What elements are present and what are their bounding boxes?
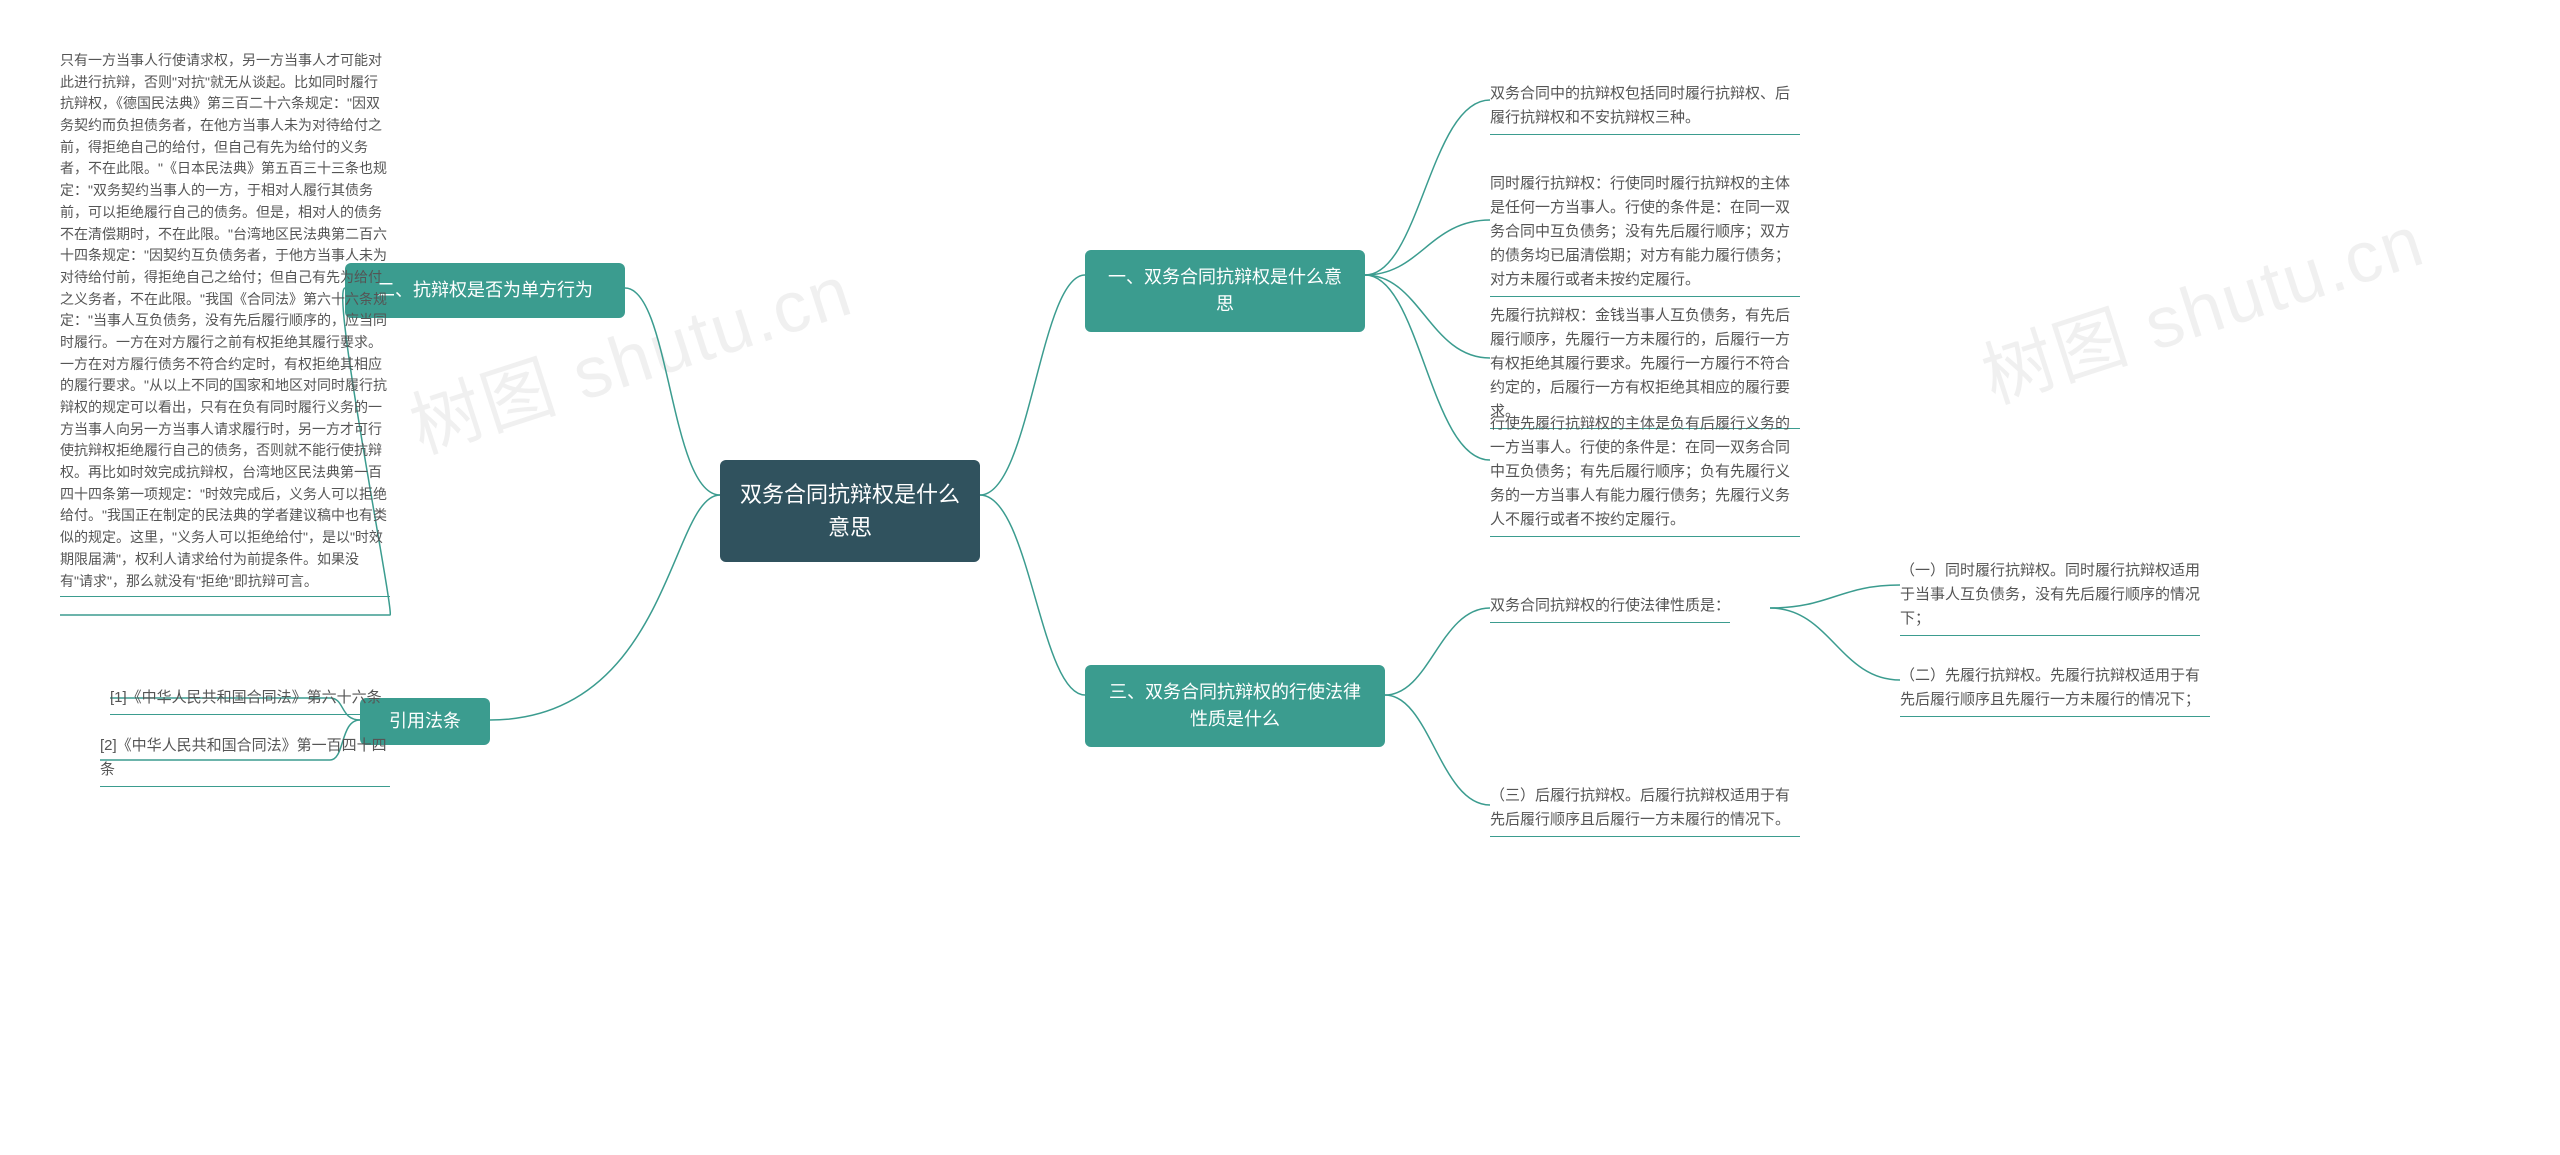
leaf-r2: 同时履行抗辩权：行使同时履行抗辩权的主体是任何一方当事人。行使的条件是：在同一双… bbox=[1490, 168, 1800, 297]
leaf-r4: 行使先履行抗辩权的主体是负有后履行义务的一方当事人。行使的条件是：在同一双务合同… bbox=[1490, 408, 1800, 537]
watermark: 树图 shutu.cn bbox=[1967, 182, 2435, 423]
branch-1: 一、双务合同抗辩权是什么意思 bbox=[1085, 250, 1365, 332]
leaf-r6: （三）后履行抗辩权。后履行抗辩权适用于有先后履行顺序且后履行一方未履行的情况下。 bbox=[1490, 780, 1800, 837]
leaf-l3: [2]《中华人民共和国合同法》第一百四十四条 bbox=[100, 730, 390, 787]
leaf-r5: 双务合同抗辩权的行使法律性质是： bbox=[1490, 590, 1730, 623]
leaf-r5b: （二）先履行抗辩权。先履行抗辩权适用于有先后履行顺序且先履行一方未履行的情况下； bbox=[1900, 660, 2210, 717]
leaf-r1: 双务合同中的抗辩权包括同时履行抗辩权、后履行抗辩权和不安抗辩权三种。 bbox=[1490, 78, 1800, 135]
branch-3: 三、双务合同抗辩权的行使法律性质是什么 bbox=[1085, 665, 1385, 747]
leaf-l1: 只有一方当事人行使请求权，另一方当事人才可能对此进行抗辩，否则"对抗"就无从谈起… bbox=[60, 50, 390, 597]
center-node: 双务合同抗辩权是什么意思 bbox=[720, 460, 980, 562]
leaf-r5a: （一）同时履行抗辩权。同时履行抗辩权适用于当事人互负债务，没有先后履行顺序的情况… bbox=[1900, 555, 2200, 636]
leaf-l2: [1]《中华人民共和国合同法》第六十六条 bbox=[110, 682, 382, 715]
